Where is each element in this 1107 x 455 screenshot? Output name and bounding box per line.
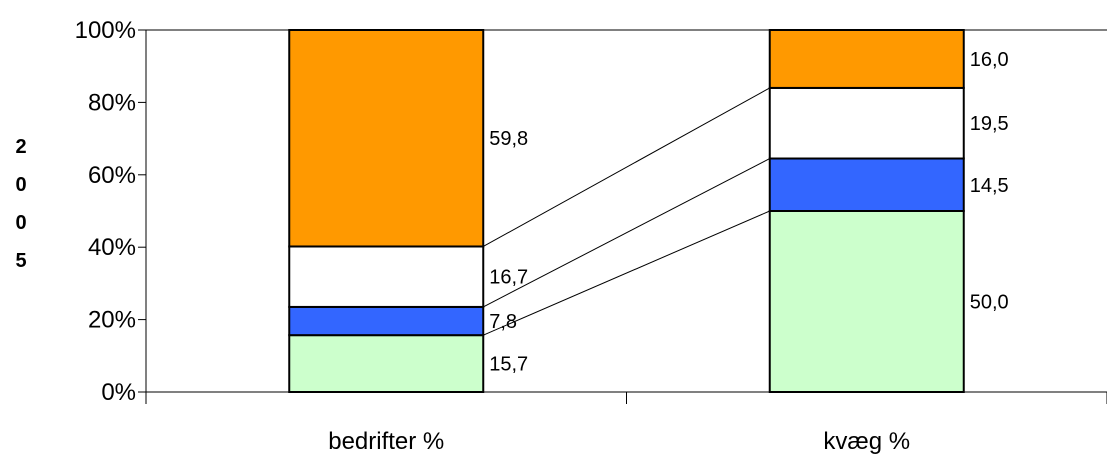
data-label: 7,8 <box>489 311 517 333</box>
bar-segment <box>288 334 485 393</box>
data-label: 14,5 <box>970 175 1009 197</box>
y-tick-label: 60% <box>88 162 136 189</box>
y-axis-label-char: 0 <box>15 174 26 196</box>
bar-segment <box>288 305 485 337</box>
bar-segment <box>768 86 965 160</box>
series-line <box>483 87 770 247</box>
y-tick-label: 100% <box>75 17 136 44</box>
bar-segment <box>288 245 485 308</box>
series-lines <box>483 87 770 336</box>
y-tick-label: 20% <box>88 307 136 334</box>
y-tick-label: 0% <box>101 379 136 406</box>
y-tick-label: 40% <box>88 234 136 261</box>
y-axis-label-char: 2 <box>15 136 26 158</box>
axes: 0% 20% 40% 60% 80% 100% bedrifter % kvæg % <box>75 17 1107 455</box>
data-label: 50,0 <box>970 292 1009 314</box>
bar-segment <box>768 210 965 393</box>
bar-segment <box>768 157 965 212</box>
data-label: 19,5 <box>970 113 1009 135</box>
data-label: 59,8 <box>489 128 528 150</box>
x-tick-label: kvæg % <box>823 428 910 455</box>
bar-segment <box>768 29 965 89</box>
data-label: 16,0 <box>970 49 1009 71</box>
y-tick-label: 80% <box>88 89 136 116</box>
data-label: 15,7 <box>489 354 528 376</box>
x-tick-label: bedrifter % <box>328 428 444 455</box>
y-axis-label-char: 5 <box>15 250 26 272</box>
bars <box>288 29 965 393</box>
y-axis-label-char: 0 <box>15 212 26 234</box>
data-label: 16,7 <box>489 267 528 289</box>
bar-segment <box>288 29 485 248</box>
series-line <box>483 210 770 336</box>
data-labels: 15,7 7,8 16,7 59,8 50,0 14,5 19,5 16,0 <box>489 49 1008 376</box>
series-line <box>483 158 770 308</box>
